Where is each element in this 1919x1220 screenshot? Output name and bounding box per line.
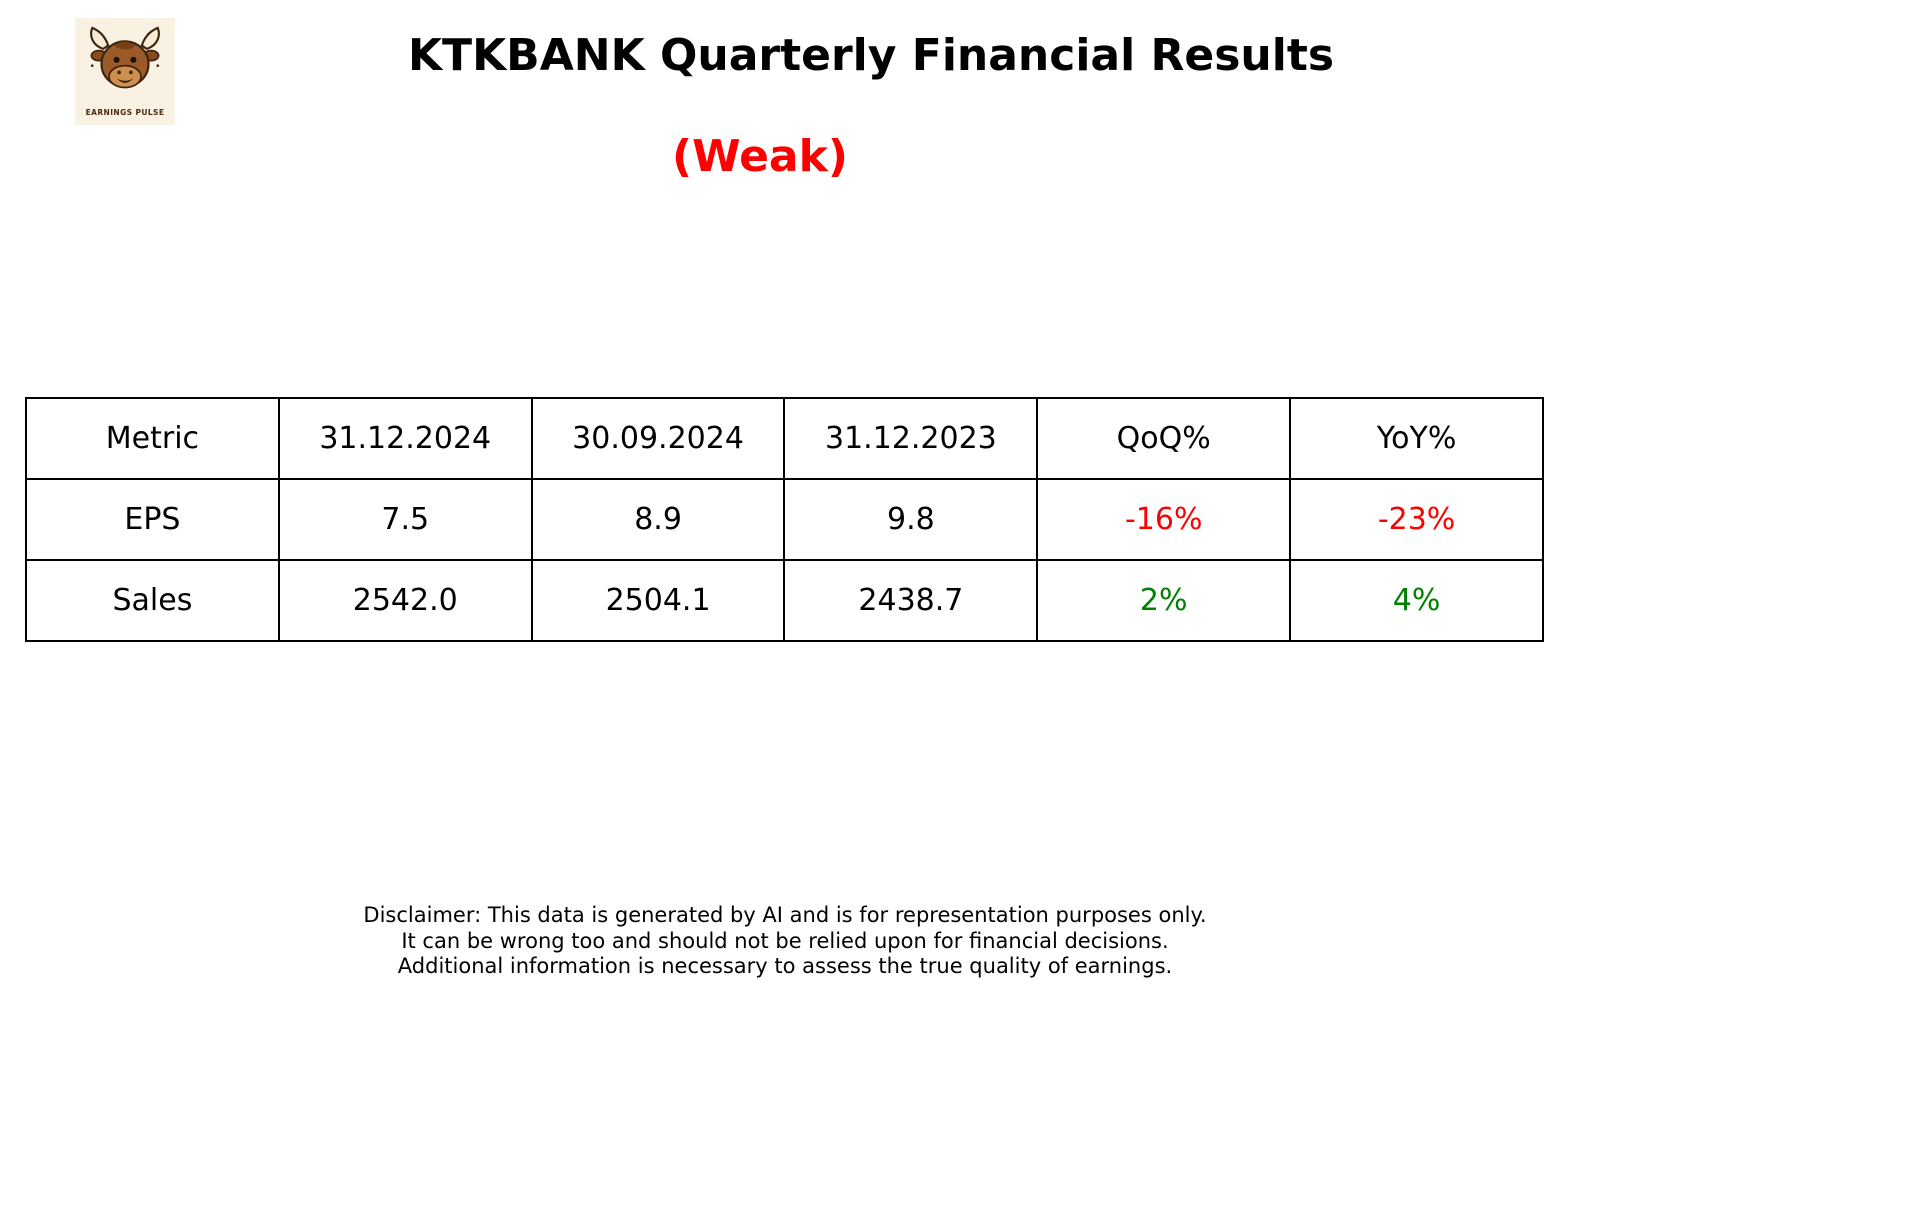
sales-qoq-change: 2% — [1036, 559, 1292, 642]
sales-yoy-change: 4% — [1289, 559, 1544, 642]
table-header-row: Metric 31.12.2024 30.09.2024 31.12.2023 … — [25, 397, 1544, 480]
table-row-eps: EPS 7.5 8.9 9.8 -16% -23% — [25, 478, 1544, 561]
eps-value-prev-year: 9.8 — [783, 478, 1039, 561]
financial-results-table: Metric 31.12.2024 30.09.2024 31.12.2023 … — [25, 397, 1544, 642]
col-header-yoy: YoY% — [1289, 397, 1544, 480]
verdict-label: (Weak) — [672, 131, 848, 182]
page-title: KTKBANK Quarterly Financial Results — [407, 30, 1335, 81]
sales-value-prev-quarter: 2504.1 — [530, 559, 786, 642]
brand-name: EARNINGS PULSE — [85, 108, 165, 117]
disclaimer-line-1: Disclaimer: This data is generated by AI… — [363, 903, 1207, 927]
eps-value-prev-quarter: 8.9 — [530, 478, 786, 561]
col-header-qoq: QoQ% — [1036, 397, 1292, 480]
col-header-date-prev-year: 31.12.2023 — [783, 397, 1039, 480]
disclaimer-line-2: It can be wrong too and should not be re… — [401, 928, 1169, 953]
brand-logo: EARNINGS PULSE — [75, 18, 175, 125]
eps-value-current: 7.5 — [277, 478, 533, 561]
col-header-date-prev-quarter: 30.09.2024 — [530, 397, 786, 480]
sales-row-label: Sales — [25, 559, 280, 642]
eps-qoq-change: -16% — [1036, 478, 1292, 561]
sales-value-current: 2542.0 — [277, 559, 533, 642]
sales-value-prev-year: 2438.7 — [783, 559, 1039, 642]
eps-row-label: EPS — [25, 478, 280, 561]
table-row-sales: Sales 2542.0 2504.1 2438.7 2% 4% — [25, 559, 1544, 642]
bull-mascot-icon — [90, 26, 160, 89]
disclaimer-line-3: Additional information is necessary to a… — [397, 954, 1173, 978]
col-header-metric: Metric — [25, 397, 280, 480]
eps-yoy-change: -23% — [1289, 478, 1544, 561]
disclaimer: Disclaimer: This data is generated by AI… — [0, 903, 1570, 980]
col-header-date-current: 31.12.2024 — [277, 397, 533, 480]
